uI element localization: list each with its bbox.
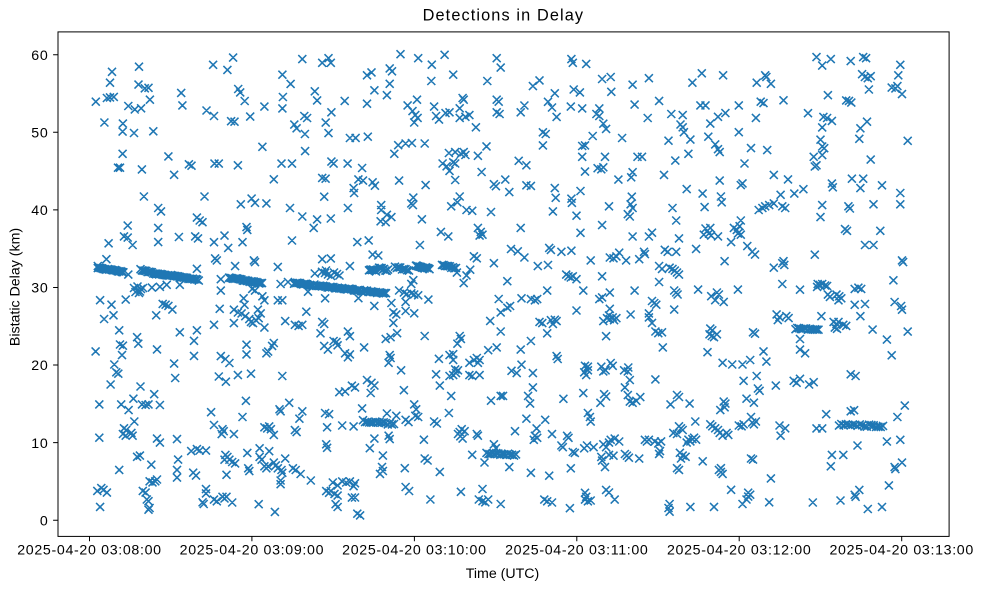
svg-text:60: 60 [31,48,48,64]
svg-text:50: 50 [31,126,48,142]
svg-text:2025-04-20 03:12:00: 2025-04-20 03:12:00 [667,542,811,558]
svg-text:20: 20 [31,358,48,374]
svg-text:40: 40 [31,203,48,219]
svg-text:Detections in Delay: Detections in Delay [423,7,585,25]
svg-text:Time (UTC): Time (UTC) [466,566,540,582]
svg-text:2025-04-20 03:10:00: 2025-04-20 03:10:00 [342,542,486,558]
svg-text:10: 10 [31,436,48,452]
svg-text:2025-04-20 03:11:00: 2025-04-20 03:11:00 [505,542,648,558]
svg-text:Bistatic Delay (km): Bistatic Delay (km) [8,228,24,346]
svg-text:0: 0 [40,513,49,529]
svg-text:2025-04-20 03:08:00: 2025-04-20 03:08:00 [17,542,161,558]
svg-text:2025-04-20 03:09:00: 2025-04-20 03:09:00 [180,542,324,558]
svg-text:2025-04-20 03:13:00: 2025-04-20 03:13:00 [829,542,973,558]
svg-text:30: 30 [31,281,48,297]
